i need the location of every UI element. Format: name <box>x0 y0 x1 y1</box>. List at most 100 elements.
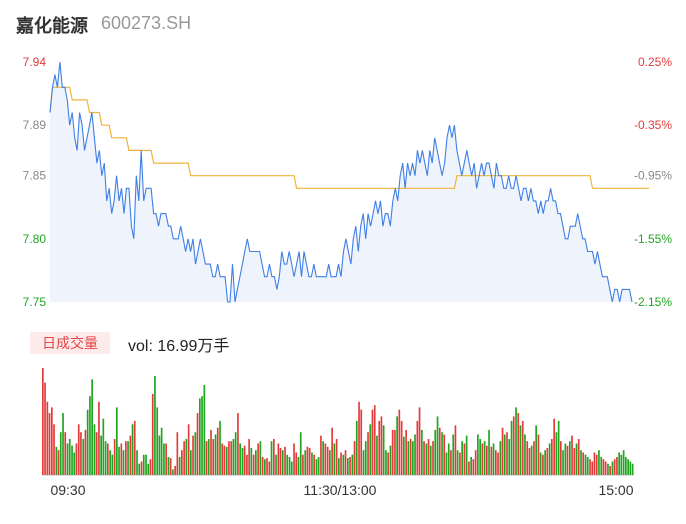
volume-bar <box>230 441 233 475</box>
volume-bar <box>577 439 580 475</box>
volume-bar <box>140 461 143 475</box>
volume-bar <box>185 439 188 475</box>
volume-bar <box>297 457 300 475</box>
volume-bar <box>68 439 71 475</box>
volume-bar <box>196 413 199 475</box>
volume-bar <box>604 461 607 475</box>
volume-bar <box>394 429 396 475</box>
volume-bar <box>481 443 484 475</box>
volume-bar <box>602 459 605 475</box>
volume-bar <box>347 458 349 475</box>
volume-bar <box>129 435 132 475</box>
volume-bar <box>138 463 141 475</box>
volume-bar <box>302 454 304 475</box>
volume-bar <box>331 427 333 475</box>
volume-bar <box>46 401 49 475</box>
volume-bar <box>338 458 340 475</box>
volume-bar <box>125 441 127 475</box>
volume-bar <box>344 450 347 475</box>
volume-bar <box>582 452 585 475</box>
volume-bar <box>600 457 603 475</box>
volume-bar <box>438 427 441 475</box>
volume-bar <box>281 450 284 475</box>
volume-bar <box>537 434 540 475</box>
x-tick-label: 15:00 <box>598 482 633 498</box>
volume-bar <box>609 466 611 475</box>
y2-tick-label: -1.55% <box>634 232 672 246</box>
volume-bar <box>73 452 76 475</box>
volume-bar <box>450 450 452 475</box>
volume-bar <box>163 443 165 475</box>
volume-bar <box>313 454 315 475</box>
volume-bar <box>104 441 107 475</box>
volume-bar <box>95 432 98 475</box>
volume-bar <box>528 448 531 475</box>
volume-bar <box>403 436 405 475</box>
volume-bar <box>221 443 224 475</box>
volume-bar <box>380 416 383 475</box>
price-area <box>50 62 632 302</box>
volume-bar <box>405 429 407 475</box>
volume-bar <box>190 450 192 475</box>
volume-bar <box>259 441 262 475</box>
volume-tab[interactable]: 日成交量 <box>30 332 110 354</box>
y-tick-label: 7.85 <box>23 169 47 183</box>
volume-bar <box>107 443 109 475</box>
volume-bar <box>89 396 91 475</box>
volume-bar <box>571 435 573 475</box>
volume-bar <box>165 443 167 475</box>
volume-bar <box>557 420 560 475</box>
volume-bar <box>214 434 217 475</box>
volume-bar <box>82 439 85 475</box>
volume-bar <box>544 450 546 475</box>
volume-bar <box>342 454 345 475</box>
volume-bar <box>203 384 206 475</box>
volume-bar <box>479 439 481 475</box>
volume-bar <box>131 424 134 475</box>
volume-bar <box>194 432 197 475</box>
volume-bar <box>427 439 430 475</box>
volume-bar <box>266 458 268 475</box>
volume-bar <box>461 441 463 475</box>
volume-bar <box>526 441 529 475</box>
volume-bar <box>492 443 495 475</box>
volume-bar <box>358 401 360 475</box>
volume-bar <box>468 461 470 475</box>
volume-bar <box>369 424 372 475</box>
price-line <box>49 61 633 303</box>
volume-bar <box>560 441 562 475</box>
volume-bar <box>367 432 369 475</box>
volume-bar <box>580 450 582 475</box>
volume-bar <box>212 439 215 475</box>
volume-bar <box>91 379 93 475</box>
volume-bar <box>470 457 472 475</box>
volume-bar <box>290 461 293 475</box>
volume-bar <box>416 420 419 475</box>
volume-bar <box>497 452 499 475</box>
y2-tick-label: 0.25% <box>638 55 672 69</box>
stock-name: 嘉化能源 <box>16 16 88 36</box>
volume-bar <box>418 407 421 475</box>
volume-bar <box>98 401 100 475</box>
volume-bar <box>333 443 336 475</box>
y-tick-label: 7.89 <box>23 118 47 132</box>
volume-bar <box>445 452 448 475</box>
volume-bar <box>616 457 618 475</box>
volume-bar <box>535 425 537 475</box>
volume-bar <box>373 405 376 475</box>
stock-code: 600273.SH <box>101 13 192 33</box>
volume-bar <box>322 441 324 475</box>
volume-bar <box>371 409 374 475</box>
volume-bar <box>434 429 437 475</box>
volume-bar <box>625 457 627 475</box>
volume-bar <box>149 459 152 475</box>
volume-bar <box>86 409 89 475</box>
volume-bar <box>521 420 524 475</box>
volume-bar <box>57 450 60 475</box>
volume-bar <box>378 420 381 475</box>
volume-bar <box>546 448 549 475</box>
volume-bar <box>454 425 457 475</box>
volume-bar <box>156 407 159 475</box>
volume-bar <box>207 439 210 475</box>
volume-bar <box>360 409 363 475</box>
